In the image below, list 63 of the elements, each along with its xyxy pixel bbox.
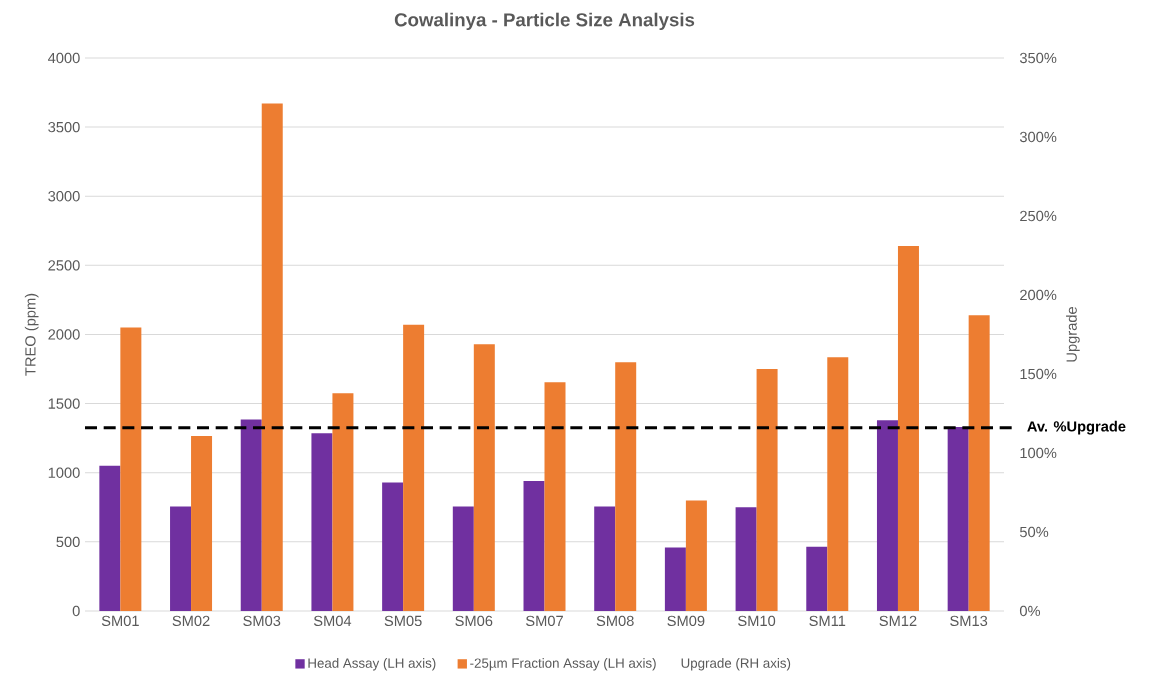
y-tick-label: 2500 <box>48 260 80 271</box>
y-tick-label: 0 <box>72 605 80 617</box>
y-tick-label: 3500 <box>48 121 80 133</box>
x-tick-label: SM11 <box>809 615 846 627</box>
legend-label: -25µm Fraction Assay (LH axis) <box>470 658 656 671</box>
bar <box>523 481 545 611</box>
bar <box>261 103 283 611</box>
bar <box>403 324 425 611</box>
y2-tick-label: 50% <box>1019 526 1049 538</box>
text: Upgrade (RH axis) <box>681 658 791 671</box>
y-tick-label: 2000 <box>48 329 80 340</box>
x-tick-label: SM13 <box>950 615 988 627</box>
bar <box>968 315 990 611</box>
y-tick-label: 1500 <box>48 398 80 409</box>
x-tick-label: SM09 <box>667 615 705 627</box>
bar <box>806 546 828 611</box>
x-tick-label: SM04 <box>313 615 352 627</box>
y-tick-label: 500 <box>56 536 80 548</box>
y2-tick-label: 150% <box>1020 368 1057 380</box>
y2-tick-label: 0% <box>1019 605 1041 617</box>
bar <box>947 427 969 611</box>
y-axis-title: TREO (ppm) <box>24 293 39 376</box>
bar <box>452 506 474 611</box>
bar <box>120 327 142 611</box>
y-tick-label: 4000 <box>48 52 80 64</box>
bar <box>827 357 849 611</box>
legend-label: Head Assay (LH axis) <box>308 658 436 671</box>
bar <box>735 507 757 611</box>
x-tick-label: SM10 <box>738 615 776 627</box>
ref-line-label: Av. %Upgrade <box>1027 420 1126 435</box>
bar <box>594 506 616 611</box>
y2-tick-label: 100% <box>1020 447 1057 459</box>
x-tick-label: SM02 <box>172 615 210 627</box>
bar <box>240 419 262 611</box>
x-tick-label: SM07 <box>526 615 563 627</box>
x-tick-label: SM08 <box>596 615 634 627</box>
chart-title: Cowalinya - Particle Size Analysis <box>394 12 695 31</box>
y2-axis-title: Upgrade <box>1066 307 1080 362</box>
bar <box>170 506 192 611</box>
bar <box>876 420 898 611</box>
bar <box>99 465 121 611</box>
y-tick-label: 1000 <box>48 467 80 478</box>
bar <box>382 482 404 611</box>
bar <box>191 436 213 611</box>
y-tick-label: 3000 <box>48 191 80 202</box>
y2-tick-label: 250% <box>1020 210 1057 222</box>
y2-tick-label: 350% <box>1019 52 1057 64</box>
x-tick-label: SM12 <box>879 615 917 627</box>
bar <box>664 547 686 611</box>
bar <box>685 500 707 611</box>
y2-tick-label: 300% <box>1019 131 1057 143</box>
x-tick-label: SM01 <box>101 615 139 627</box>
bar <box>756 369 778 611</box>
x-tick-label: SM05 <box>384 615 422 627</box>
bar <box>897 246 919 611</box>
y2-tick-label: 200% <box>1020 289 1057 301</box>
bar <box>311 433 333 611</box>
bar <box>544 382 566 611</box>
bar <box>473 344 495 611</box>
x-tick-label: SM03 <box>243 615 281 627</box>
x-tick-label: SM06 <box>455 615 493 627</box>
bar <box>615 362 637 611</box>
bar <box>332 393 354 611</box>
